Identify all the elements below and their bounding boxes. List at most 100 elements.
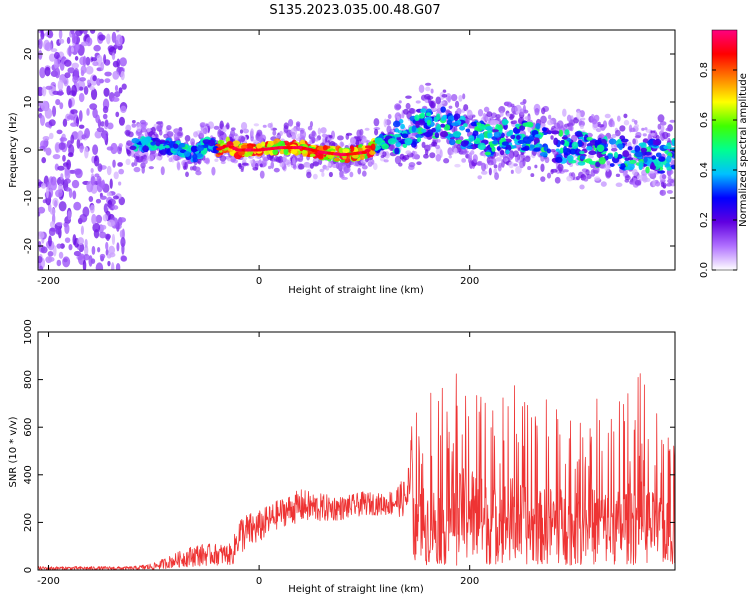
spectrogram-ridge-blob	[256, 143, 263, 149]
spectrogram-ridge-blob	[579, 150, 585, 155]
spectrogram-noise-blob	[93, 229, 100, 239]
spectrogram-ridge-blob	[505, 144, 512, 152]
spectrogram-halo-blob	[431, 141, 438, 147]
spectrogram-halo-blob	[240, 121, 248, 131]
spectrogram-noise-blob	[95, 198, 102, 204]
spectrogram-noise-blob	[38, 40, 41, 46]
spectrogram-noise-blob	[52, 90, 60, 96]
spectrogram-ridge-blob	[393, 133, 402, 138]
spectrogram-ridge-blob	[179, 142, 186, 148]
spectrogram-halo-blob	[149, 153, 155, 162]
spectrogram-ridge-blob	[575, 148, 582, 156]
colorbar-tick-label: 0.8	[699, 62, 710, 78]
spectrogram-halo-blob	[580, 117, 586, 121]
spectrogram-ridge-blob	[394, 128, 400, 133]
spectrogram-y-tick-label: -20	[23, 238, 34, 254]
spectrogram-noise-blob	[68, 243, 73, 251]
spectrogram-y-tick-label: 20	[23, 48, 34, 61]
spectrogram-ridge-blob	[586, 145, 593, 151]
spectrogram-noise-blob	[87, 79, 91, 86]
spectrogram-ridge-blob	[451, 122, 459, 127]
spectrogram-ridge-blob	[533, 147, 541, 152]
spectrogram-halo-blob	[184, 135, 191, 142]
spectrogram-halo-blob	[383, 159, 389, 163]
spectrogram-halo-blob	[604, 113, 611, 119]
spectrogram-peak-blob	[364, 149, 371, 153]
spectrogram-halo-blob	[435, 154, 442, 162]
spectrogram-halo-blob	[373, 118, 380, 127]
spectrogram-halo-blob	[283, 159, 291, 166]
spectrogram-halo-blob	[222, 126, 227, 133]
snr-x-tick-label: 0	[256, 576, 262, 587]
spectrogram-noise-blob	[53, 51, 60, 60]
spectrogram-halo-blob	[579, 184, 585, 190]
spectrogram-ridge-blob	[553, 137, 559, 146]
spectrogram-ridge-blob	[620, 163, 626, 169]
spectrogram-noise-blob	[60, 173, 64, 180]
spectrogram-halo-blob	[134, 158, 138, 167]
spectrogram-ridge-blob	[369, 149, 376, 156]
spectrogram-noise-blob	[58, 201, 67, 212]
spectrogram-halo-blob	[321, 172, 325, 177]
spectrogram-noise-blob	[55, 99, 61, 106]
spectrogram-noise-blob	[59, 102, 64, 110]
spectrogram-noise-blob	[97, 163, 103, 172]
spectrogram-halo-blob	[275, 156, 281, 163]
spectrogram-halo-blob	[279, 130, 283, 137]
spectrogram-halo-blob	[634, 119, 638, 125]
spectrogram-halo-blob	[539, 125, 544, 133]
spectrogram-noise-blob	[52, 105, 57, 117]
spectrogram-halo-blob	[454, 100, 460, 108]
spectrogram-halo-blob	[563, 123, 570, 128]
spectrogram-noise-blob	[90, 176, 96, 186]
spectrogram-halo-blob	[267, 123, 273, 129]
spectrogram-ridge-blob	[671, 139, 675, 147]
spectrogram-halo-blob	[593, 176, 601, 181]
spectrogram-halo-blob	[502, 153, 507, 162]
spectrogram-noise-blob	[66, 85, 71, 96]
spectrogram-halo-blob	[240, 168, 244, 172]
spectrogram-ridge-blob	[643, 156, 648, 163]
spectrogram-halo-blob	[254, 162, 259, 170]
spectrogram-ridge-blob	[392, 120, 401, 128]
spectrogram-noise-blob	[53, 58, 58, 69]
spectrogram-halo-blob	[201, 122, 206, 126]
spectrogram-halo-blob	[359, 128, 364, 136]
spectrogram-halo-blob	[343, 166, 351, 173]
spectrogram-noise-blob	[118, 168, 125, 175]
spectrogram-halo-blob	[283, 122, 289, 130]
spectrogram-halo-blob	[462, 93, 466, 100]
spectrogram-halo-blob	[632, 169, 638, 176]
spectrogram-noise-blob	[64, 178, 71, 184]
spectrogram-ridge-blob	[634, 145, 641, 153]
spectrogram-halo-blob	[357, 167, 362, 175]
spectrogram-ridge-blob	[559, 147, 564, 154]
spectrogram-halo-blob	[239, 129, 244, 134]
spectrogram-halo-blob	[605, 165, 610, 172]
spectrogram-ridge-blob	[466, 145, 473, 150]
spectrogram-noise-blob	[50, 181, 57, 191]
spectrogram-y-label: Frequency (Hz)	[8, 112, 19, 188]
spectrogram-noise-blob	[107, 260, 111, 267]
spectrogram-halo-blob	[405, 102, 411, 110]
spectrogram-noise-blob	[71, 32, 76, 44]
spectrogram-ridge-blob	[472, 130, 479, 137]
spectrogram-halo-blob	[394, 155, 402, 165]
spectrogram-noise-blob	[74, 56, 79, 61]
spectrogram-noise-blob	[96, 181, 103, 193]
spectrogram-noise-blob	[111, 31, 117, 43]
spectrogram-ridge-blob	[629, 159, 637, 165]
spectrogram-noise-blob	[108, 252, 116, 258]
spectrogram-halo-blob	[454, 163, 461, 168]
spectrogram-halo-blob	[184, 161, 188, 170]
spectrogram-halo-blob	[611, 147, 618, 152]
spectrogram-noise-blob	[38, 206, 46, 214]
spectrogram-halo-blob	[615, 129, 621, 137]
spectrogram-halo-blob	[435, 96, 442, 105]
spectrogram-halo-blob	[642, 133, 647, 137]
spectrogram-noise-blob	[75, 30, 83, 37]
spectrogram-ridge-blob	[316, 154, 324, 159]
spectrogram-halo-blob	[146, 127, 150, 133]
spectrogram-halo-blob	[131, 123, 137, 128]
spectrogram-halo-blob	[448, 155, 452, 159]
